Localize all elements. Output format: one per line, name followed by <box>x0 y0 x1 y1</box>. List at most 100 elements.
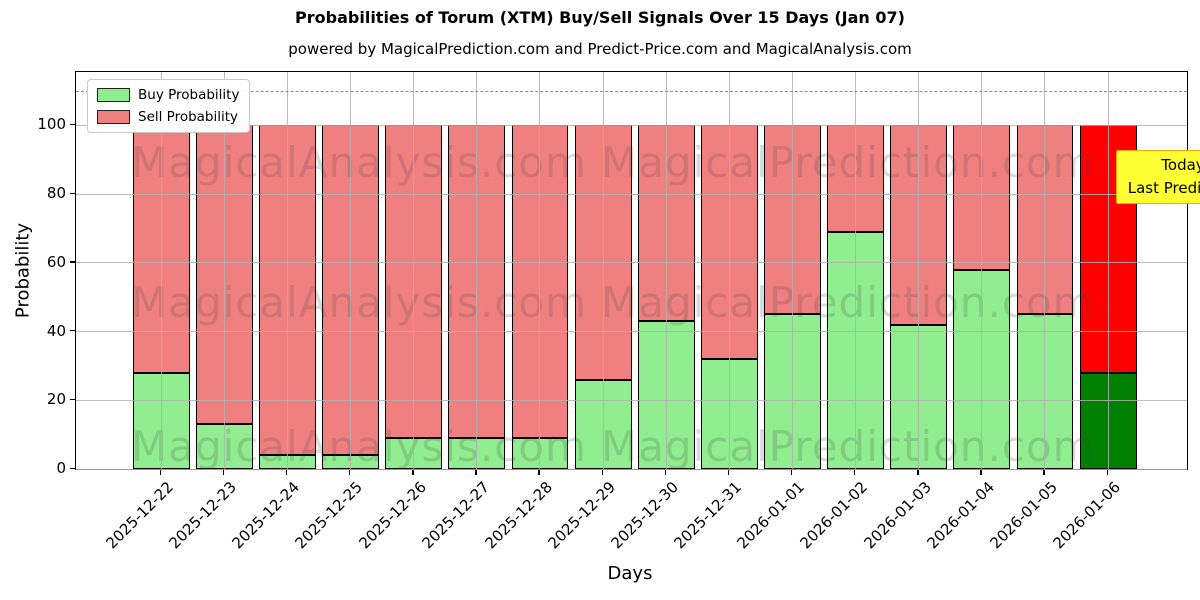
stacked-bar-2025-12-27 <box>448 125 506 469</box>
x-tick-label-2025-12-28: 2025-12-28 <box>481 478 556 553</box>
x-tick-label-2025-12-25: 2025-12-25 <box>291 478 367 553</box>
legend-label-sell: Sell Probability <box>138 109 239 125</box>
x-tick-label-2025-12-29: 2025-12-29 <box>544 478 619 553</box>
buy-segment <box>195 424 253 469</box>
sell-segment <box>385 125 443 439</box>
x-tick-mark <box>790 470 793 475</box>
x-tick-label-2025-12-27: 2025-12-27 <box>418 478 493 553</box>
x-tick-label-2026-01-04: 2026-01-04 <box>923 478 998 553</box>
today-annotation-line1: Today <box>1161 156 1200 174</box>
x-tick-label-2026-01-02: 2026-01-02 <box>796 478 872 553</box>
y-tick-mark <box>70 398 75 401</box>
x-tick-mark <box>664 470 667 475</box>
dashed-guide-line <box>76 90 1187 92</box>
y-tick-mark <box>70 467 75 469</box>
stacked-bar-2025-12-25 <box>322 125 379 469</box>
sell-segment <box>574 125 632 380</box>
sell-segment <box>195 125 253 425</box>
legend: Buy Probability Sell Probability <box>87 79 251 133</box>
sell-segment <box>700 125 758 359</box>
buy-segment <box>574 379 632 469</box>
stacked-bar-2025-12-24 <box>259 125 316 469</box>
sell-segment <box>1016 125 1074 315</box>
x-tick-label-2026-01-05: 2026-01-05 <box>986 478 1061 553</box>
legend-label-buy: Buy Probability <box>138 87 240 103</box>
stacked-bar-2025-12-31 <box>700 125 758 469</box>
stacked-bar-2025-12-28 <box>511 125 569 469</box>
sell-segment <box>764 125 821 315</box>
sell-swatch-icon <box>97 110 130 124</box>
buy-swatch-icon <box>97 88 130 102</box>
sell-segment <box>132 125 190 373</box>
x-tick-label-2026-01-03: 2026-01-03 <box>860 478 935 553</box>
x-tick-mark <box>917 470 919 475</box>
stacked-bar-2025-12-26 <box>385 125 443 469</box>
x-tick-label-2025-12-30: 2025-12-30 <box>607 478 682 553</box>
x-tick-mark <box>412 470 414 475</box>
stacked-bar-2025-12-30 <box>637 125 695 469</box>
buy-segment <box>385 438 443 469</box>
x-axis-label: Days <box>607 563 653 584</box>
legend-item-sell: Sell Probability <box>97 109 239 125</box>
buy-segment <box>764 314 821 469</box>
y-tick-label-60: 60 <box>46 252 66 271</box>
stacked-bar-2026-01-01 <box>764 125 821 469</box>
x-tick-mark <box>285 470 288 475</box>
buy-segment <box>259 455 316 469</box>
x-tick-label-2025-12-24: 2025-12-24 <box>228 478 304 553</box>
x-tick-label-2025-12-23: 2025-12-23 <box>165 478 241 553</box>
x-tick-mark <box>980 470 982 475</box>
buy-segment <box>890 324 948 469</box>
chart-title: Probabilities of Torum (XTM) Buy/Sell Si… <box>295 8 905 27</box>
x-tick-mark <box>475 470 477 475</box>
stacked-bar-2025-12-29 <box>574 125 632 469</box>
plot-area: MagicalAnalysis.com MagicalPrediction.com… <box>75 71 1200 471</box>
stacked-bar-2026-01-02 <box>827 125 884 469</box>
stacked-bar-2025-12-23 <box>195 125 253 469</box>
y-tick-mark <box>70 261 75 263</box>
stacked-bar-2025-12-22 <box>132 125 190 469</box>
x-tick-label-2025-12-26: 2025-12-26 <box>355 478 430 553</box>
y-tick-label-0: 0 <box>56 459 66 477</box>
sell-segment <box>448 125 506 439</box>
y-tick-label-20: 20 <box>46 390 66 409</box>
stacked-bar-2026-01-04 <box>953 125 1011 469</box>
buy-segment <box>953 269 1011 469</box>
sell-segment <box>827 125 884 232</box>
sell-segment <box>322 125 379 456</box>
x-tick-mark <box>1043 470 1045 475</box>
buy-segment <box>511 438 569 469</box>
sell-segment <box>637 125 695 322</box>
y-tick-label-100: 100 <box>37 115 66 134</box>
buy-segment <box>637 321 695 469</box>
x-tick-mark <box>601 470 603 475</box>
y-tick-mark <box>70 123 75 126</box>
stacked-bar-2026-01-05 <box>1016 125 1074 469</box>
today-annotation: Today Last Prediction <box>1116 150 1200 204</box>
y-tick-mark <box>70 192 75 194</box>
x-tick-mark <box>854 470 856 475</box>
x-tick-label-2026-01-06: 2026-01-06 <box>1049 478 1124 553</box>
x-tick-mark <box>349 470 351 475</box>
buy-segment <box>322 455 379 469</box>
buy-segment <box>448 438 506 469</box>
stacked-bar-2026-01-03 <box>890 125 948 469</box>
buy-segment <box>1016 314 1074 469</box>
sell-segment <box>953 125 1011 270</box>
y-tick-mark <box>70 330 75 332</box>
legend-item-buy: Buy Probability <box>97 87 239 103</box>
x-tick-mark <box>538 470 540 475</box>
x-tick-mark <box>727 470 730 475</box>
x-tick-label-2025-12-22: 2025-12-22 <box>102 478 177 553</box>
chart-subtitle: powered by MagicalPrediction.com and Pre… <box>288 40 912 58</box>
buy-segment <box>132 372 190 469</box>
x-tick-mark <box>159 470 162 475</box>
x-tick-label-2026-01-01: 2026-01-01 <box>733 478 809 553</box>
buy-segment <box>827 231 884 469</box>
x-tick-mark <box>222 470 225 475</box>
today-annotation-line2: Last Prediction <box>1127 179 1200 197</box>
buy-segment <box>1079 372 1137 469</box>
y-tick-label-40: 40 <box>46 321 66 340</box>
sell-segment <box>511 125 569 439</box>
